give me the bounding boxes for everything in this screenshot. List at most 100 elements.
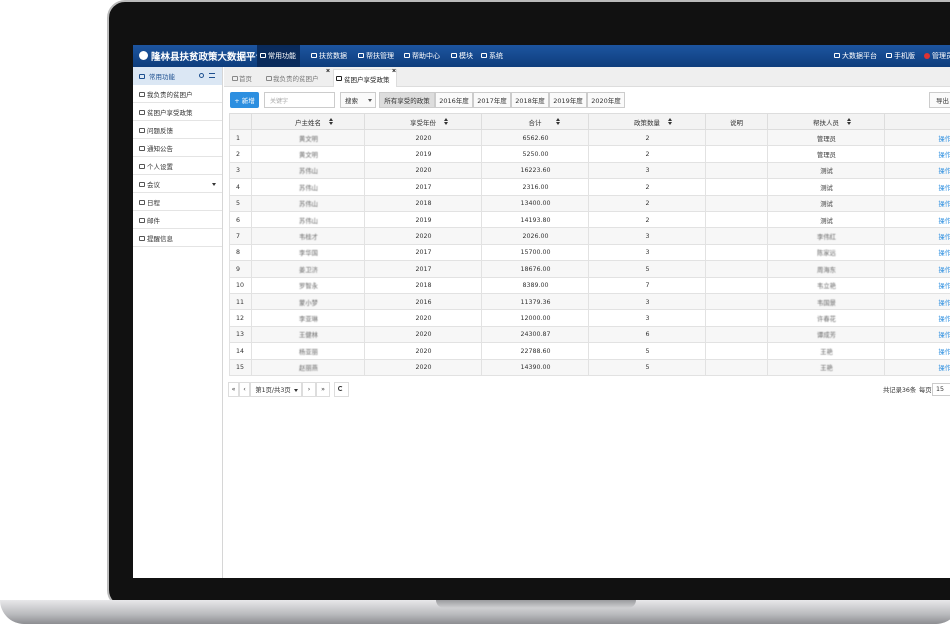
table-cell: 22788.60 — [520, 347, 551, 355]
cell-border — [705, 277, 706, 294]
sort-icon — [555, 118, 560, 121]
header-cell[interactable]: 合计 — [482, 113, 589, 130]
action-link[interactable]: 操作 — [938, 152, 950, 160]
search-button[interactable]: 搜索 — [340, 92, 376, 108]
cell-border — [588, 146, 589, 163]
sidebar-item[interactable]: 通知公告 — [133, 139, 222, 157]
cell-border — [705, 212, 706, 229]
nav-right-item[interactable]: 手机版 — [894, 52, 915, 60]
cell-border — [767, 294, 768, 311]
header-cell[interactable]: 户主姓名 — [252, 113, 365, 130]
filter-button[interactable]: 2020年度 — [587, 92, 625, 108]
cell-border — [884, 146, 885, 163]
action-link[interactable]: 操作 — [938, 201, 950, 209]
refresh-button[interactable] — [334, 382, 349, 397]
pagination-button[interactable]: ‹ — [239, 382, 250, 397]
cell-border — [481, 244, 482, 262]
table-row — [229, 130, 950, 147]
filter-button[interactable]: 所有享受的政策 — [379, 92, 435, 108]
action-link[interactable]: 操作 — [938, 365, 950, 373]
filter-button[interactable]: 2017年度 — [473, 92, 511, 108]
sidebar-item[interactable]: 提醒信息 — [133, 229, 222, 247]
icon — [139, 128, 145, 133]
table-cell: 24300.87 — [520, 331, 551, 339]
action-link[interactable]: 操作 — [938, 250, 950, 258]
table-cell: 2020 — [415, 167, 432, 175]
table-cell: 黄文明 — [299, 135, 318, 143]
search-icon[interactable] — [199, 73, 204, 78]
nav-item[interactable]: 扶贫数据 — [319, 52, 347, 60]
nav-item[interactable]: 帮助中心 — [412, 52, 440, 60]
cell-border — [767, 195, 768, 212]
cell-border — [884, 359, 885, 376]
nav-right-item[interactable]: 管理员 — [932, 52, 950, 60]
pagination-button[interactable]: › — [302, 382, 316, 397]
cell-border — [481, 277, 482, 294]
cell-border — [705, 343, 706, 360]
tab[interactable]: 首页 — [239, 75, 252, 83]
filter-button[interactable]: 2019年度 — [549, 92, 587, 108]
table-cell: 李亚琳 — [299, 316, 318, 324]
pagination-button[interactable]: 第1页/共3页 — [250, 382, 302, 397]
pagination-button[interactable]: » — [316, 382, 330, 397]
table-header — [229, 113, 950, 130]
tab[interactable]: 贫困户享受政策 — [333, 69, 397, 87]
header-cell[interactable]: 政策数量 — [589, 113, 706, 130]
header-cell[interactable]: 说明 — [706, 113, 768, 130]
sidebar-item[interactable]: 日程 — [133, 193, 222, 211]
action-link[interactable]: 操作 — [938, 348, 950, 356]
cell-border — [481, 195, 482, 212]
icon — [139, 92, 145, 97]
action-link[interactable]: 操作 — [938, 217, 950, 225]
cell-border — [705, 310, 706, 327]
table-cell: 陈家远 — [817, 250, 836, 258]
cell-border — [364, 179, 365, 196]
table-cell: 2020 — [415, 331, 432, 339]
add-button[interactable]: + 新增 — [230, 92, 259, 108]
header-cell[interactable]: 帮扶人员 — [768, 113, 885, 130]
cell-border — [705, 162, 706, 180]
cell-border — [884, 326, 885, 344]
action-link[interactable]: 操作 — [938, 283, 950, 291]
nav-item[interactable]: 模块 — [459, 52, 473, 60]
refresh-icon — [338, 386, 343, 391]
table-cell: 王健林 — [299, 332, 318, 340]
sidebar-item[interactable]: 贫困户享受政策 — [133, 103, 222, 121]
menu-icon[interactable] — [209, 73, 215, 78]
table-cell: 韦国景 — [817, 299, 836, 307]
table-cell: 6 — [645, 331, 650, 339]
search-input[interactable]: 关键字 — [264, 92, 335, 108]
cell-border — [884, 294, 885, 311]
sidebar-item[interactable]: 邮件 — [133, 211, 222, 229]
sidebar-item[interactable]: 个人设置 — [133, 157, 222, 175]
action-link[interactable]: 操作 — [938, 184, 950, 192]
cell-border — [251, 130, 252, 147]
filter-button[interactable]: 2018年度 — [511, 92, 549, 108]
pagination-button[interactable]: « — [228, 382, 239, 397]
nav-item[interactable]: 帮扶管理 — [366, 52, 394, 60]
sidebar-item[interactable]: 问题反馈 — [133, 121, 222, 139]
header-cell[interactable]: 享受年份 — [365, 113, 482, 130]
action-link[interactable]: 操作 — [938, 316, 950, 324]
tab[interactable]: 我负责的贫困户 — [273, 75, 319, 83]
export-button[interactable]: 导出 — [929, 92, 950, 108]
per-page-select[interactable]: 15 — [932, 383, 950, 396]
table-cell: 2 — [645, 200, 650, 208]
action-link[interactable]: 操作 — [938, 299, 950, 307]
table-cell: 蒙小梦 — [299, 299, 318, 307]
cell-border — [884, 179, 885, 196]
action-link[interactable]: 操作 — [938, 168, 950, 176]
nav-item[interactable]: 常用功能 — [257, 45, 300, 67]
sidebar-item[interactable]: 我负责的贫困户 — [133, 85, 222, 103]
action-link[interactable]: 操作 — [938, 266, 950, 274]
action-link[interactable]: 操作 — [938, 332, 950, 340]
nav-right-item[interactable]: 大数据平台 — [842, 52, 877, 60]
filter-button[interactable]: 2016年度 — [435, 92, 473, 108]
nav-item[interactable]: 系统 — [489, 52, 503, 60]
cell-border — [884, 261, 885, 278]
table-cell: 5250.00 — [522, 151, 549, 159]
sidebar-item[interactable]: 会议 — [133, 175, 222, 193]
action-link[interactable]: 操作 — [938, 234, 950, 242]
cell-border — [767, 130, 768, 147]
action-link[interactable]: 操作 — [938, 135, 950, 143]
